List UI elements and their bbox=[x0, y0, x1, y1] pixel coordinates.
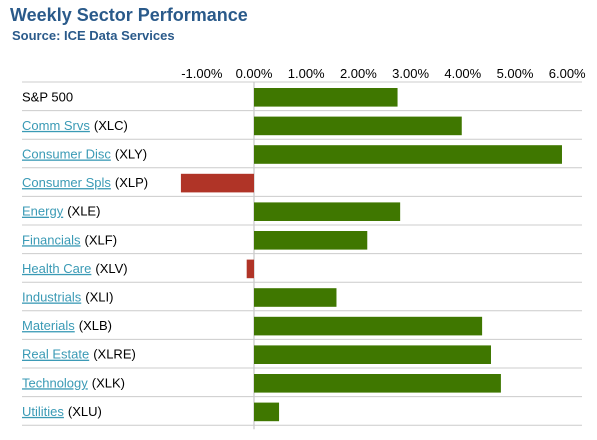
sector-name-link[interactable]: Technology bbox=[22, 375, 88, 390]
sector-bar bbox=[254, 116, 462, 136]
sector-ticker: (XLC) bbox=[94, 118, 128, 133]
sector-label: S&P 500 bbox=[22, 89, 73, 104]
sector-label[interactable]: Energy (XLE) bbox=[22, 204, 100, 219]
sector-name-link[interactable]: Comm Srvs bbox=[22, 118, 90, 133]
sector-row: S&P 500 bbox=[22, 88, 582, 112]
sector-name: S&P 500 bbox=[22, 89, 73, 104]
sector-row: Comm Srvs (XLC) bbox=[22, 116, 582, 140]
sector-label[interactable]: Industrials (XLI) bbox=[22, 290, 113, 305]
sector-row: Consumer Disc (XLY) bbox=[22, 145, 582, 169]
sector-ticker: (XLI) bbox=[85, 290, 113, 305]
sector-name-link[interactable]: Real Estate bbox=[22, 347, 89, 362]
sector-row: Consumer Spls (XLP) bbox=[22, 173, 582, 197]
sector-bar bbox=[246, 259, 254, 279]
sector-name-link[interactable]: Industrials bbox=[22, 290, 82, 305]
chart-title: Weekly Sector Performance bbox=[10, 5, 248, 25]
sector-row: Technology (XLK) bbox=[22, 374, 582, 398]
sector-name-link[interactable]: Health Care bbox=[22, 261, 91, 276]
sector-ticker: (XLV) bbox=[95, 261, 127, 276]
x-tick-label: 3.00% bbox=[392, 66, 429, 81]
sector-ticker: (XLRE) bbox=[93, 347, 136, 362]
sector-row: Materials (XLB) bbox=[22, 316, 582, 340]
sector-bar bbox=[254, 374, 501, 393]
sector-bar bbox=[254, 345, 491, 364]
sector-name-link[interactable]: Materials bbox=[22, 318, 75, 333]
sector-label[interactable]: Comm Srvs (XLC) bbox=[22, 118, 128, 133]
x-tick-label: 6.00% bbox=[549, 66, 586, 81]
sector-name-link[interactable]: Consumer Disc bbox=[22, 147, 111, 162]
x-tick-label: 0.00% bbox=[236, 66, 273, 81]
sector-name-link[interactable]: Energy bbox=[22, 204, 64, 219]
sector-ticker: (XLY) bbox=[115, 147, 147, 162]
x-tick-label: 1.00% bbox=[288, 66, 325, 81]
sector-ticker: (XLF) bbox=[85, 232, 118, 247]
x-tick-label: 5.00% bbox=[497, 66, 534, 81]
sector-row: Financials (XLF) bbox=[22, 231, 582, 255]
sector-ticker: (XLB) bbox=[79, 318, 112, 333]
sector-name-link[interactable]: Consumer Spls bbox=[22, 175, 111, 190]
sector-ticker: (XLE) bbox=[67, 204, 100, 219]
sector-name-link[interactable]: Utilities bbox=[22, 404, 64, 419]
sector-bar bbox=[254, 231, 368, 250]
x-tick-label: 2.00% bbox=[340, 66, 377, 81]
sector-ticker: (XLK) bbox=[92, 375, 125, 390]
sector-label[interactable]: Health Care (XLV) bbox=[22, 261, 128, 276]
sector-bar bbox=[180, 173, 254, 193]
sector-bar bbox=[254, 402, 280, 422]
sector-label[interactable]: Technology (XLK) bbox=[22, 375, 125, 390]
sector-label[interactable]: Consumer Spls (XLP) bbox=[22, 175, 148, 190]
sector-label[interactable]: Real Estate (XLRE) bbox=[22, 347, 136, 362]
sector-row: Industrials (XLI) bbox=[22, 288, 582, 312]
sector-label[interactable]: Materials (XLB) bbox=[22, 318, 112, 333]
sector-bar bbox=[254, 316, 483, 336]
sector-label[interactable]: Financials (XLF) bbox=[22, 232, 117, 247]
sector-label[interactable]: Utilities (XLU) bbox=[22, 404, 102, 419]
sector-row: Real Estate (XLRE) bbox=[22, 345, 582, 369]
sector-row: Health Care (XLV) bbox=[22, 259, 582, 283]
sector-label[interactable]: Consumer Disc (XLY) bbox=[22, 147, 147, 162]
sector-ticker: (XLU) bbox=[68, 404, 102, 419]
sector-bar bbox=[254, 288, 337, 307]
sector-bar bbox=[254, 88, 398, 107]
sector-bar bbox=[254, 145, 562, 164]
x-axis-ticks: -1.00% 0.00% 1.00% 2.00% 3.00% 4.00% 5.00% 6.00… bbox=[181, 66, 586, 81]
sector-bar bbox=[254, 202, 401, 221]
x-tick-label: 4.00% bbox=[444, 66, 481, 81]
sector-row: Utilities (XLU) bbox=[22, 402, 582, 426]
sector-name-link[interactable]: Financials bbox=[22, 232, 81, 247]
sector-row: Energy (XLE) bbox=[22, 202, 582, 226]
sector-ticker: (XLP) bbox=[115, 175, 148, 190]
chart-subtitle: Source: ICE Data Services bbox=[12, 28, 175, 43]
x-tick-label: -1.00% bbox=[181, 66, 223, 81]
